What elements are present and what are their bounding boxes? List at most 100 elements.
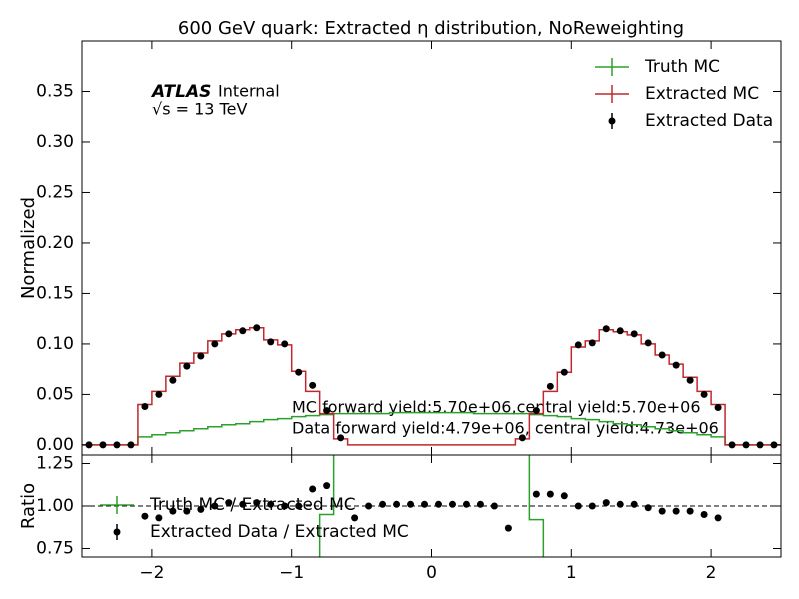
legend-label: Extracted MC [645,84,759,104]
data-point [141,403,149,411]
data-point [141,512,149,520]
data-point [518,434,526,442]
data-point [365,502,373,510]
data-point [295,368,303,376]
legend-label: Truth MC / Extracted MC [149,495,356,515]
data-point [407,500,415,508]
data-point [239,327,247,335]
data-point [672,361,680,369]
data-point [421,500,429,508]
chart-title: 600 GeV quark: Extracted η distribution,… [178,18,684,39]
data-point [225,499,233,507]
data-point [323,407,331,415]
data-point [462,500,470,508]
plot-area [82,324,781,449]
data-point [658,507,666,515]
data-point [434,500,442,508]
data-point [728,441,736,449]
data-point [686,507,694,515]
data-point [337,434,345,442]
data-point [169,376,177,384]
x-tick-label: 2 [706,563,717,583]
data-point [532,490,540,498]
data-point [197,505,205,513]
data-point [616,327,624,335]
data-point [672,507,680,515]
y-tick-label: 1.25 [36,454,74,474]
data-yield: Data forward yield:4.79e+06, central yie… [292,419,719,438]
data-point [714,404,722,412]
data-point [560,368,568,376]
data-point [644,504,652,512]
data-point [616,500,624,508]
x-tick-label: 1 [566,563,577,583]
data-point [588,502,596,510]
data-point [532,407,540,415]
data-point [183,507,191,515]
y-axis-label: Normalized [18,197,39,299]
mc-yield: MC forward yield:5.70e+06,central yield:… [292,398,701,417]
data-point [742,441,750,449]
data-point [351,514,359,522]
data-point [476,500,484,508]
data-point [253,499,261,507]
data-point [155,390,163,398]
y-tick-label: 0.15 [36,283,74,303]
data-point [546,490,554,498]
data-point [504,524,512,532]
data-point [393,500,401,508]
data-point [281,340,289,348]
data-point [700,390,708,398]
y-tick-label: 0.05 [36,384,74,404]
data-point [155,514,163,522]
data-point [183,362,191,370]
y-tick-label: 0.35 [36,81,74,101]
data-point [630,500,638,508]
y-tick-label: 0.10 [36,334,74,354]
data-point [113,441,121,449]
step-line [82,411,781,446]
data-point [323,482,331,490]
y-tick-label: 0.30 [36,132,74,152]
legend-label: Extracted Data [645,111,773,131]
data-point [574,341,582,349]
x-tick-label: 0 [426,563,437,583]
data-point [560,492,568,500]
data-point [686,376,694,384]
data-point [211,340,219,348]
ratio-frame [81,454,782,558]
y-tick-label: 0.75 [36,539,74,559]
data-point [309,381,317,389]
y-tick-label: 0.00 [36,435,74,455]
y-tick-label: 1.00 [36,496,74,516]
data-point [602,499,610,507]
data-point [267,338,275,346]
legend-label: Extracted Data / Extracted MC [150,522,409,542]
y-axis-label: Ratio [18,483,39,529]
data-point [379,500,387,508]
data-point [197,352,205,360]
data-point [602,325,610,333]
x-tick-label: −1 [279,563,304,583]
internal-label: Internal [218,82,280,101]
data-point [309,485,317,493]
data-point [700,511,708,518]
legend-label: Truth MC [644,57,720,77]
data-point [546,382,554,390]
energy-label: √s = 13 TeV [152,100,247,119]
data-point [127,441,135,449]
data-point [756,441,764,449]
data-point [588,339,596,347]
data-point [169,507,177,515]
legend-marker [113,528,121,536]
data-point [225,330,233,338]
data-point [714,514,722,522]
data-point [630,330,638,338]
data-point [644,339,652,347]
y-tick-label: 0.25 [36,182,74,202]
plot-layer: 0.00 0.05 0.10 0.15 0.20 0.25 0.30 0.35 Truth MC… [36,41,781,583]
legend-marker [608,117,616,125]
data-point [448,500,456,508]
atlas-label: ATLAS [150,82,211,102]
